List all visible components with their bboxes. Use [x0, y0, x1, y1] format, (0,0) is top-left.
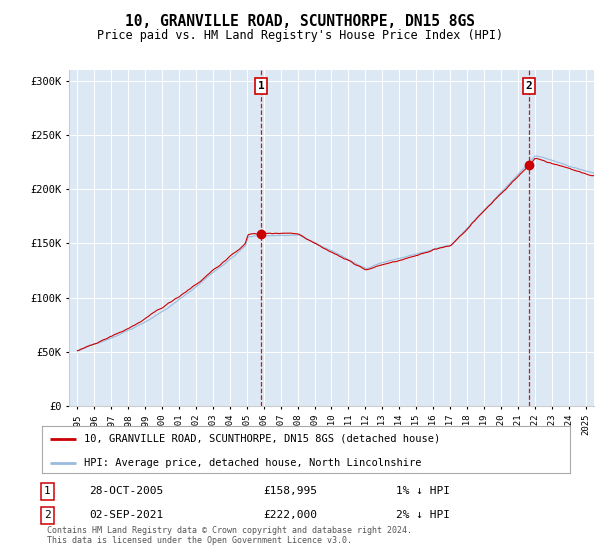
Text: £222,000: £222,000 — [264, 510, 318, 520]
Text: Price paid vs. HM Land Registry's House Price Index (HPI): Price paid vs. HM Land Registry's House … — [97, 29, 503, 42]
Text: 02-SEP-2021: 02-SEP-2021 — [89, 510, 164, 520]
Text: Contains HM Land Registry data © Crown copyright and database right 2024.
This d: Contains HM Land Registry data © Crown c… — [47, 526, 412, 545]
Text: 2% ↓ HPI: 2% ↓ HPI — [396, 510, 450, 520]
Text: 2: 2 — [44, 510, 50, 520]
Text: 28-OCT-2005: 28-OCT-2005 — [89, 487, 164, 496]
Text: 1% ↓ HPI: 1% ↓ HPI — [396, 487, 450, 496]
Text: 10, GRANVILLE ROAD, SCUNTHORPE, DN15 8GS: 10, GRANVILLE ROAD, SCUNTHORPE, DN15 8GS — [125, 14, 475, 29]
Text: 1: 1 — [257, 81, 264, 91]
Text: HPI: Average price, detached house, North Lincolnshire: HPI: Average price, detached house, Nort… — [84, 458, 422, 468]
Text: £158,995: £158,995 — [264, 487, 318, 496]
Text: 2: 2 — [526, 81, 533, 91]
Text: 1: 1 — [44, 487, 50, 496]
Text: 10, GRANVILLE ROAD, SCUNTHORPE, DN15 8GS (detached house): 10, GRANVILLE ROAD, SCUNTHORPE, DN15 8GS… — [84, 434, 440, 444]
